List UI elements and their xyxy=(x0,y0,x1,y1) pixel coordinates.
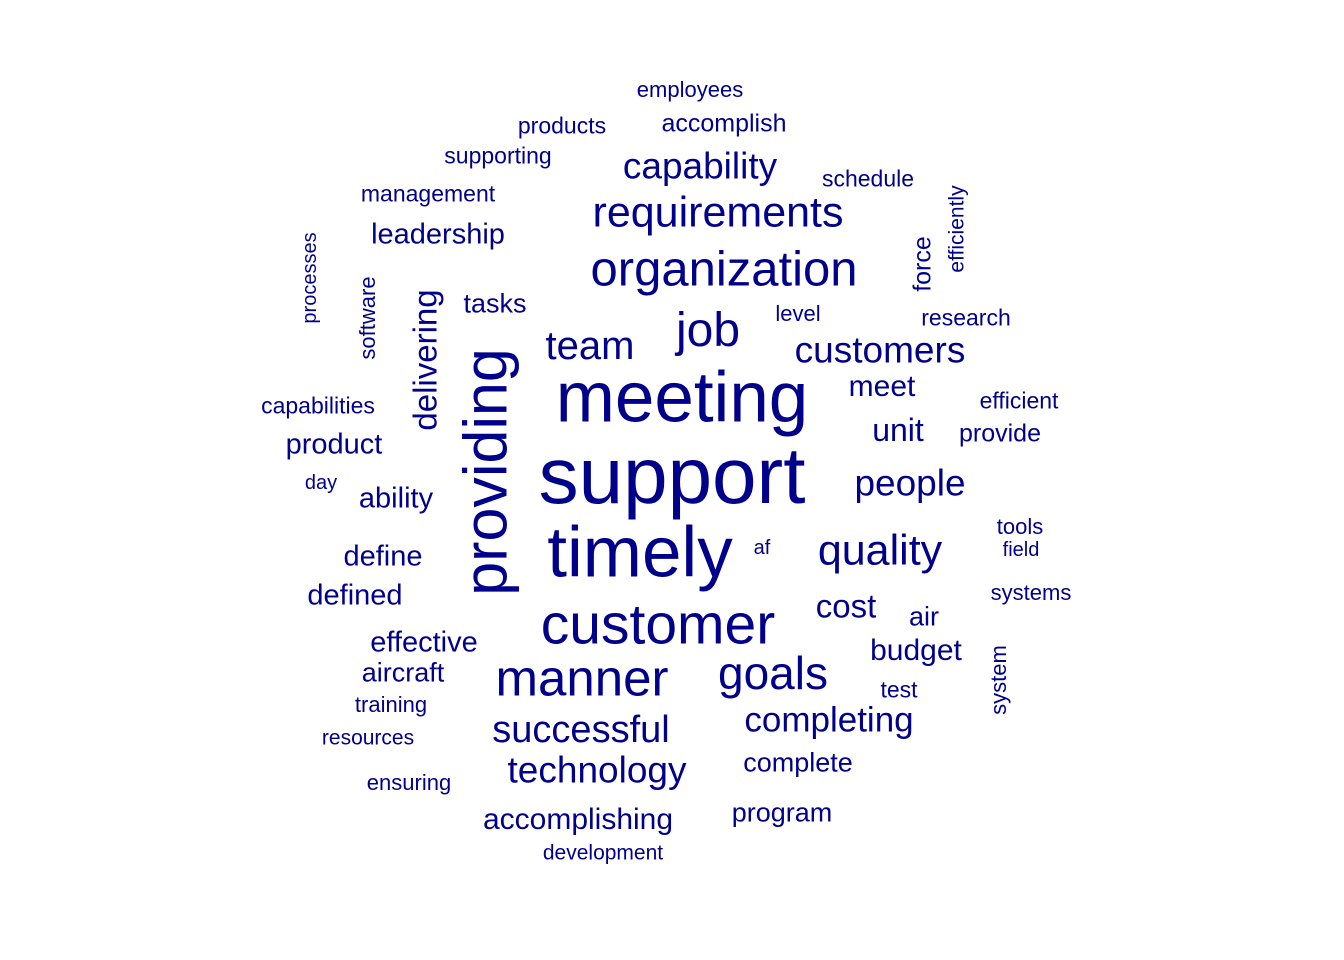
word-meet: meet xyxy=(848,370,916,403)
word-field: field xyxy=(1002,539,1040,561)
word-support: support xyxy=(538,431,806,520)
word-job: job xyxy=(675,304,741,357)
word-requirements: requirements xyxy=(592,188,844,237)
word-capabilities: capabilities xyxy=(261,392,375,419)
word-complete: complete xyxy=(743,747,853,778)
word-air: air xyxy=(908,601,940,632)
word-customer: customer xyxy=(540,592,776,657)
word-tasks: tasks xyxy=(463,288,527,319)
word-people: people xyxy=(854,462,966,504)
word-completing: completing xyxy=(744,700,914,740)
word-leadership: leadership xyxy=(371,218,505,251)
word-management: management xyxy=(360,180,496,207)
word-processes: processes xyxy=(299,232,321,324)
word-meeting: meeting xyxy=(555,358,809,438)
word-development: development xyxy=(542,841,664,865)
word-af: af xyxy=(753,537,771,559)
word-resources: resources xyxy=(321,726,415,750)
word-team: team xyxy=(545,324,635,368)
word-training: training xyxy=(354,692,428,717)
word-program: program xyxy=(731,797,833,828)
word-product: product xyxy=(285,428,383,461)
word-system: system xyxy=(986,645,1011,715)
word-tools: tools xyxy=(996,514,1044,539)
word-capability: capability xyxy=(622,145,778,187)
word-accomplishing: accomplishing xyxy=(482,803,674,836)
word-accomplish: accomplish xyxy=(661,109,787,138)
word-unit: unit xyxy=(872,412,924,448)
word-manner: manner xyxy=(495,649,669,707)
word-systems: systems xyxy=(990,580,1072,605)
word-define: define xyxy=(343,540,423,573)
word-schedule: schedule xyxy=(821,165,915,192)
word-organization: organization xyxy=(590,242,858,297)
word-successful: successful xyxy=(492,709,670,751)
word-efficient: efficient xyxy=(979,387,1059,414)
word-supporting: supporting xyxy=(444,142,552,169)
word-goals: goals xyxy=(718,647,828,699)
word-quality: quality xyxy=(817,526,943,575)
word-aircraft: aircraft xyxy=(361,657,445,688)
word-ability: ability xyxy=(358,482,434,515)
word-providing: providing xyxy=(451,348,520,596)
word-employees: employees xyxy=(636,77,744,102)
word-research: research xyxy=(921,304,1011,331)
word-customers: customers xyxy=(794,329,966,371)
word-force: force xyxy=(908,236,937,292)
word-test: test xyxy=(880,676,918,703)
word-efficiently: efficiently xyxy=(945,185,969,273)
word-level: level xyxy=(775,301,821,326)
word-day: day xyxy=(304,472,338,494)
word-provide: provide xyxy=(959,419,1041,448)
word-products: products xyxy=(517,112,607,139)
word-timely: timely xyxy=(547,513,733,593)
word-effective: effective xyxy=(370,626,478,659)
word-ensuring: ensuring xyxy=(366,770,452,795)
word-delivering: delivering xyxy=(406,289,444,431)
word-cost: cost xyxy=(815,587,877,625)
word-software: software xyxy=(355,276,380,360)
word-defined: defined xyxy=(307,579,403,612)
word-technology: technology xyxy=(507,749,687,791)
word-budget: budget xyxy=(870,634,962,667)
